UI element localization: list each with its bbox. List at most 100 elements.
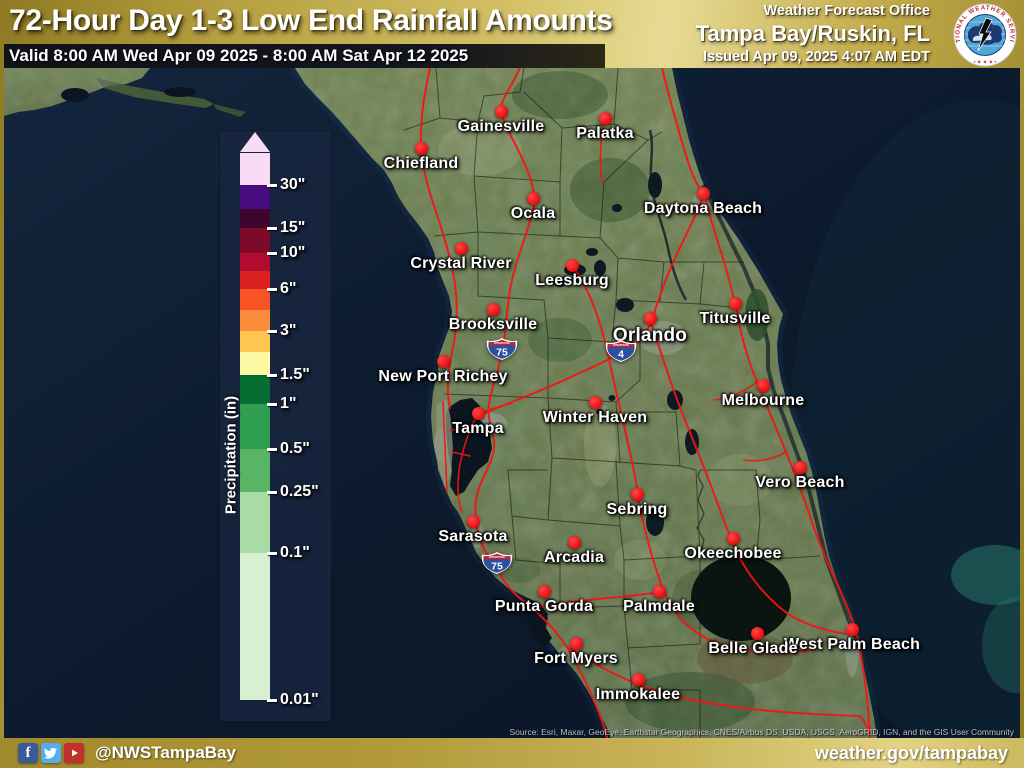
city-label: Palmdale: [623, 598, 695, 615]
legend-tick-label: 6": [280, 280, 297, 297]
city-dot: [494, 104, 508, 118]
city-dot: [696, 186, 710, 200]
road-sr70: [531, 591, 667, 609]
legend-tick: [267, 699, 277, 702]
city-dot: [598, 111, 612, 125]
legend-tick-label: 30": [280, 176, 306, 193]
legend-tick: [267, 252, 277, 255]
city-dot: [750, 626, 764, 640]
legend-tick: [267, 288, 277, 291]
svg-text:INTERSTATE: INTERSTATE: [613, 343, 629, 347]
legend-segment: [240, 271, 270, 289]
forecast-map: Gainesville Palatka Chiefland Ocala Daytona …: [4, 68, 1020, 738]
legend-segment: [240, 310, 270, 331]
lake-okeechobee: [691, 555, 791, 641]
city-label: Immokalee: [595, 686, 681, 703]
twitter-icon: [41, 743, 61, 763]
city-label: Sebring: [606, 501, 668, 518]
city-dot: [526, 191, 540, 205]
logo-stars: • ★ ★ ★ •: [974, 60, 997, 66]
florida-map-svg: [4, 68, 1020, 738]
shield-number: 75: [496, 346, 508, 358]
city-label: Winter Haven: [542, 409, 648, 426]
legend-segment: [240, 289, 270, 310]
city-dot: [565, 258, 579, 272]
legend-tick: [267, 184, 277, 187]
city-dot: [756, 378, 770, 392]
shield-number: 4: [618, 348, 624, 360]
svg-text:INTERSTATE: INTERSTATE: [494, 341, 510, 345]
city-dot: [728, 296, 742, 310]
legend-tick-label: 1.5": [280, 366, 310, 383]
office-block: Weather Forecast Office Tampa Bay/Ruskin…: [696, 2, 930, 66]
road-alligator-alley: [565, 645, 871, 738]
valid-time-bar: Valid 8:00 AM Wed Apr 09 2025 - 8:00 AM …: [4, 44, 605, 68]
legend-tick-label: 15": [280, 219, 306, 236]
city-dot: [466, 514, 480, 528]
legend-tick-label: 0.25": [280, 483, 319, 500]
legend-color-bar: [240, 153, 270, 700]
social-handle: @NWSTampaBay: [95, 743, 236, 762]
indian-river-lagoon: [701, 184, 860, 647]
youtube-icon: [64, 743, 84, 763]
city-label: Gainesville: [457, 118, 545, 135]
page-title: 72-Hour Day 1-3 Low End Rainfall Amounts: [9, 4, 613, 37]
svg-text:INTERSTATE: INTERSTATE: [489, 555, 505, 559]
city-dot: [588, 395, 602, 409]
legend-segment: [240, 153, 270, 185]
city-label: Belle Glade: [708, 640, 798, 657]
nws-logo-icon: NATIONAL WEATHER SERVICE • ★ ★ ★ •: [953, 3, 1017, 67]
city-label: Arcadia: [543, 549, 605, 566]
legend-axis-label: Precipitation (in): [222, 395, 240, 515]
city-layer: Gainesville Palatka Chiefland Ocala Daytona …: [4, 68, 1020, 738]
interstate-shield-icon: INTERSTATE 75: [486, 338, 518, 360]
website-url: weather.gov/tampabay: [814, 742, 1008, 763]
shield-number: 75: [491, 560, 503, 572]
city-dot: [793, 460, 807, 474]
city-dot: [567, 535, 581, 549]
bahama-bank-shallow: [951, 545, 1020, 605]
city-label: New Port Richey: [378, 368, 508, 385]
city-dot: [471, 406, 485, 420]
legend-segment: [240, 253, 270, 271]
legend-segment: [240, 209, 270, 228]
city-dot: [436, 354, 450, 368]
legend-segment: [240, 185, 270, 209]
city-label: Tampa: [452, 420, 504, 437]
city-label: Okeechobee: [684, 545, 782, 562]
road-us19: [419, 68, 458, 409]
interstate-shield-icon: INTERSTATE 75: [481, 552, 513, 574]
city-label: Punta Gorda: [494, 598, 594, 615]
city-label: Crystal River: [410, 255, 512, 272]
legend-tick-label: 1": [280, 395, 297, 412]
legend-segment: [240, 228, 270, 253]
city-dot: [630, 487, 644, 501]
road-turnpike: [649, 319, 847, 635]
city-dot: [845, 622, 859, 636]
footer-bar: f @NWSTampaBay weather.gov/tampabay: [0, 738, 1024, 768]
city-label: Ocala: [510, 205, 556, 222]
lakes-and-rivers: [553, 129, 791, 641]
city-dot: [569, 636, 583, 650]
legend-tick: [267, 374, 277, 377]
city-label: Leesburg: [535, 272, 609, 289]
legend-tick: [267, 448, 277, 451]
charlotte-harbor: [524, 598, 552, 648]
legend-segment: [240, 449, 270, 492]
county-boundaries: [403, 68, 821, 738]
interstate-shield-icon: INTERSTATE 4: [605, 340, 637, 362]
city-label: Melbourne: [721, 392, 805, 409]
city-label: Fort Myers: [534, 650, 618, 667]
legend-segment: [240, 404, 270, 449]
city-label: Orlando: [612, 325, 688, 346]
legend-segment: [240, 492, 270, 553]
legend-segment: [240, 331, 270, 352]
legend-tick-label: 10": [280, 244, 306, 261]
bays: [61, 87, 860, 648]
legend-tick: [267, 552, 277, 555]
city-dot: [652, 584, 666, 598]
legend-tick-label: 0.01": [280, 691, 319, 708]
tampa-bay: [446, 398, 492, 496]
city-label: Chiefland: [383, 155, 459, 172]
